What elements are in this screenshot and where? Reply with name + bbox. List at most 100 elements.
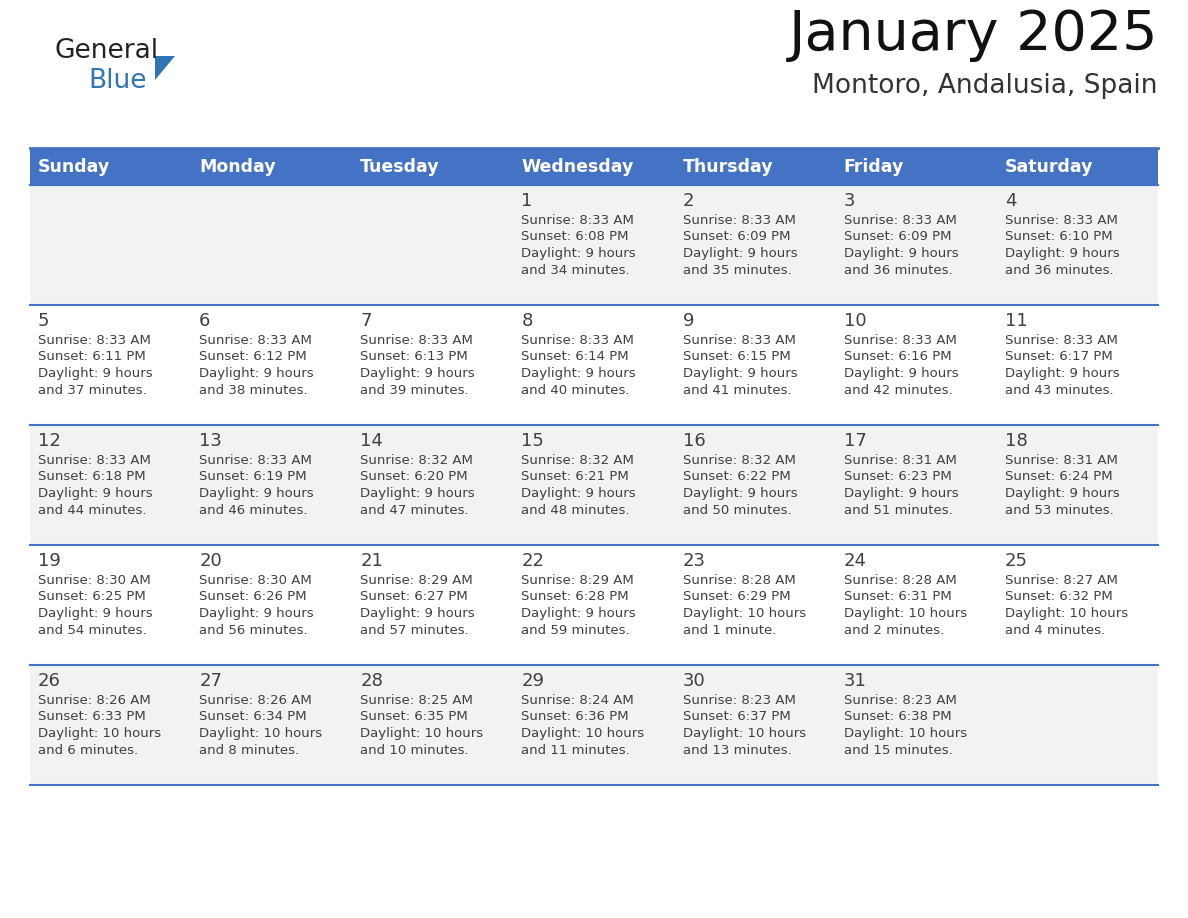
Text: 26: 26 xyxy=(38,672,61,690)
Text: Daylight: 9 hours: Daylight: 9 hours xyxy=(1005,487,1119,500)
Text: Daylight: 9 hours: Daylight: 9 hours xyxy=(360,487,475,500)
Text: Sunset: 6:08 PM: Sunset: 6:08 PM xyxy=(522,230,628,243)
Text: Sunrise: 8:31 AM: Sunrise: 8:31 AM xyxy=(843,454,956,467)
Text: Sunrise: 8:33 AM: Sunrise: 8:33 AM xyxy=(1005,334,1118,347)
Text: and 39 minutes.: and 39 minutes. xyxy=(360,384,469,397)
Text: Sunrise: 8:33 AM: Sunrise: 8:33 AM xyxy=(683,334,796,347)
Text: 2: 2 xyxy=(683,192,694,210)
Text: 8: 8 xyxy=(522,312,532,330)
Text: Sunrise: 8:33 AM: Sunrise: 8:33 AM xyxy=(38,334,151,347)
Text: Sunset: 6:35 PM: Sunset: 6:35 PM xyxy=(360,711,468,723)
Bar xyxy=(30,545,1158,665)
Text: and 36 minutes.: and 36 minutes. xyxy=(843,263,953,276)
Text: Daylight: 9 hours: Daylight: 9 hours xyxy=(683,247,797,260)
Text: Saturday: Saturday xyxy=(1005,158,1093,175)
Text: and 42 minutes.: and 42 minutes. xyxy=(843,384,953,397)
Text: Thursday: Thursday xyxy=(683,158,773,175)
Text: and 1 minute.: and 1 minute. xyxy=(683,623,776,636)
Text: Sunset: 6:14 PM: Sunset: 6:14 PM xyxy=(522,351,630,364)
Text: Sunrise: 8:33 AM: Sunrise: 8:33 AM xyxy=(522,214,634,227)
Text: and 6 minutes.: and 6 minutes. xyxy=(38,744,138,756)
Text: Daylight: 9 hours: Daylight: 9 hours xyxy=(38,367,152,380)
Text: Sunset: 6:21 PM: Sunset: 6:21 PM xyxy=(522,471,630,484)
Text: Daylight: 10 hours: Daylight: 10 hours xyxy=(200,727,322,740)
Text: Sunset: 6:09 PM: Sunset: 6:09 PM xyxy=(683,230,790,243)
Text: and 43 minutes.: and 43 minutes. xyxy=(1005,384,1113,397)
Text: Daylight: 9 hours: Daylight: 9 hours xyxy=(522,367,636,380)
Text: Sunset: 6:27 PM: Sunset: 6:27 PM xyxy=(360,590,468,603)
Text: Daylight: 9 hours: Daylight: 9 hours xyxy=(200,487,314,500)
Text: Sunrise: 8:33 AM: Sunrise: 8:33 AM xyxy=(1005,214,1118,227)
Text: and 46 minutes.: and 46 minutes. xyxy=(200,503,308,517)
Text: Sunset: 6:19 PM: Sunset: 6:19 PM xyxy=(200,471,307,484)
Text: 3: 3 xyxy=(843,192,855,210)
Text: Daylight: 10 hours: Daylight: 10 hours xyxy=(843,607,967,620)
Text: Daylight: 9 hours: Daylight: 9 hours xyxy=(1005,247,1119,260)
Text: Daylight: 9 hours: Daylight: 9 hours xyxy=(683,367,797,380)
Text: and 48 minutes.: and 48 minutes. xyxy=(522,503,630,517)
Text: 1: 1 xyxy=(522,192,532,210)
Text: and 53 minutes.: and 53 minutes. xyxy=(1005,503,1113,517)
Text: 27: 27 xyxy=(200,672,222,690)
Text: Sunrise: 8:33 AM: Sunrise: 8:33 AM xyxy=(683,214,796,227)
Text: and 35 minutes.: and 35 minutes. xyxy=(683,263,791,276)
Text: Sunset: 6:28 PM: Sunset: 6:28 PM xyxy=(522,590,630,603)
Text: Sunset: 6:18 PM: Sunset: 6:18 PM xyxy=(38,471,146,484)
Text: Sunset: 6:23 PM: Sunset: 6:23 PM xyxy=(843,471,952,484)
Text: 5: 5 xyxy=(38,312,50,330)
Text: 20: 20 xyxy=(200,552,222,570)
Text: 14: 14 xyxy=(360,432,384,450)
Text: and 47 minutes.: and 47 minutes. xyxy=(360,503,469,517)
Text: Sunrise: 8:32 AM: Sunrise: 8:32 AM xyxy=(683,454,796,467)
Text: and 34 minutes.: and 34 minutes. xyxy=(522,263,630,276)
Text: Daylight: 10 hours: Daylight: 10 hours xyxy=(360,727,484,740)
Text: 16: 16 xyxy=(683,432,706,450)
Text: Daylight: 9 hours: Daylight: 9 hours xyxy=(843,367,959,380)
Text: Monday: Monday xyxy=(200,158,276,175)
Text: 12: 12 xyxy=(38,432,61,450)
Text: Sunrise: 8:26 AM: Sunrise: 8:26 AM xyxy=(200,694,312,707)
Text: Sunrise: 8:25 AM: Sunrise: 8:25 AM xyxy=(360,694,473,707)
Text: Daylight: 9 hours: Daylight: 9 hours xyxy=(200,607,314,620)
Text: Sunrise: 8:23 AM: Sunrise: 8:23 AM xyxy=(843,694,956,707)
Text: and 40 minutes.: and 40 minutes. xyxy=(522,384,630,397)
Text: 31: 31 xyxy=(843,672,866,690)
Text: Sunset: 6:10 PM: Sunset: 6:10 PM xyxy=(1005,230,1112,243)
Text: January 2025: January 2025 xyxy=(789,8,1158,62)
Text: Daylight: 10 hours: Daylight: 10 hours xyxy=(1005,607,1127,620)
Text: 28: 28 xyxy=(360,672,384,690)
Text: 30: 30 xyxy=(683,672,706,690)
Text: Sunset: 6:09 PM: Sunset: 6:09 PM xyxy=(843,230,952,243)
Text: Sunrise: 8:31 AM: Sunrise: 8:31 AM xyxy=(1005,454,1118,467)
Text: Daylight: 9 hours: Daylight: 9 hours xyxy=(360,367,475,380)
Text: and 13 minutes.: and 13 minutes. xyxy=(683,744,791,756)
Text: 13: 13 xyxy=(200,432,222,450)
Text: and 37 minutes.: and 37 minutes. xyxy=(38,384,147,397)
Text: Daylight: 9 hours: Daylight: 9 hours xyxy=(1005,367,1119,380)
Text: Sunrise: 8:33 AM: Sunrise: 8:33 AM xyxy=(522,334,634,347)
Text: Sunset: 6:15 PM: Sunset: 6:15 PM xyxy=(683,351,790,364)
Text: Daylight: 9 hours: Daylight: 9 hours xyxy=(843,247,959,260)
Text: General: General xyxy=(55,38,159,64)
Text: 9: 9 xyxy=(683,312,694,330)
Bar xyxy=(30,665,1158,785)
Text: Sunrise: 8:27 AM: Sunrise: 8:27 AM xyxy=(1005,574,1118,587)
Text: Daylight: 10 hours: Daylight: 10 hours xyxy=(38,727,162,740)
Text: Sunset: 6:20 PM: Sunset: 6:20 PM xyxy=(360,471,468,484)
Text: Sunrise: 8:33 AM: Sunrise: 8:33 AM xyxy=(360,334,473,347)
Text: Sunset: 6:11 PM: Sunset: 6:11 PM xyxy=(38,351,146,364)
Text: Daylight: 10 hours: Daylight: 10 hours xyxy=(683,727,805,740)
Text: Daylight: 9 hours: Daylight: 9 hours xyxy=(522,247,636,260)
Text: Sunrise: 8:33 AM: Sunrise: 8:33 AM xyxy=(200,454,312,467)
Text: Sunset: 6:34 PM: Sunset: 6:34 PM xyxy=(200,711,307,723)
Text: and 11 minutes.: and 11 minutes. xyxy=(522,744,630,756)
Text: 21: 21 xyxy=(360,552,384,570)
Text: 4: 4 xyxy=(1005,192,1017,210)
Text: Daylight: 9 hours: Daylight: 9 hours xyxy=(360,607,475,620)
Text: Sunrise: 8:24 AM: Sunrise: 8:24 AM xyxy=(522,694,634,707)
Text: and 51 minutes.: and 51 minutes. xyxy=(843,503,953,517)
Text: Sunset: 6:32 PM: Sunset: 6:32 PM xyxy=(1005,590,1113,603)
Text: Daylight: 9 hours: Daylight: 9 hours xyxy=(38,487,152,500)
Text: Friday: Friday xyxy=(843,158,904,175)
Text: Sunrise: 8:28 AM: Sunrise: 8:28 AM xyxy=(683,574,795,587)
